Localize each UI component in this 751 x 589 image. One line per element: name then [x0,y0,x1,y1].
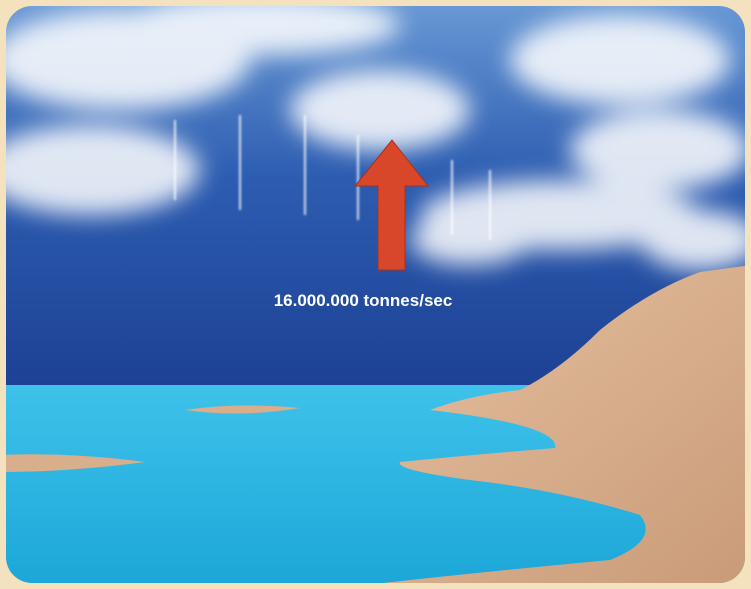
evaporation-label: 16.000.000 tonnes/sec [274,291,453,310]
mountain [330,265,745,583]
evaporation-streaks [174,115,491,240]
shores [6,405,300,472]
evaporation-arrow [353,139,430,271]
